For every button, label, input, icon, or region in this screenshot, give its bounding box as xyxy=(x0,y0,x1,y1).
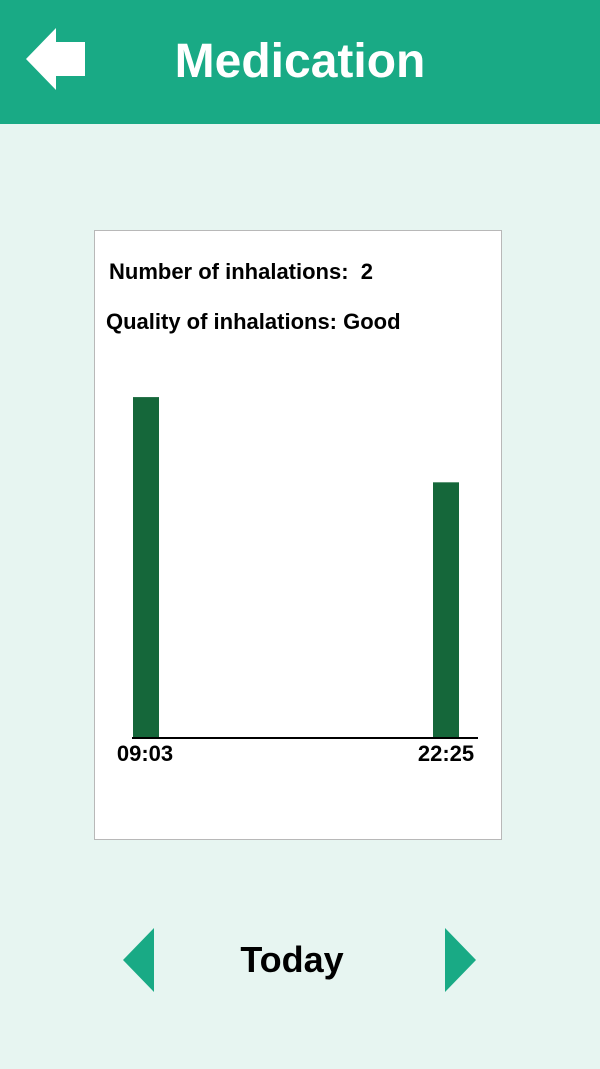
x-tick-label: 09:03 xyxy=(117,741,173,766)
triangle-right-icon[interactable] xyxy=(445,928,477,992)
arrow-left-icon[interactable] xyxy=(26,28,86,90)
inhalation-count: Number of inhalations: 2 xyxy=(109,259,374,284)
x-tick-label: 22:25 xyxy=(418,741,474,766)
page-title: Medication xyxy=(174,35,426,88)
day-label: Today xyxy=(240,939,344,980)
app-header: Medication xyxy=(0,0,600,124)
inhalation-quality: Quality of inhalations: Good xyxy=(106,309,401,334)
inhalation-card: Number of inhalations: 2 Quality of inha… xyxy=(94,230,502,840)
inhalation-chart: 09:03 22:25 xyxy=(117,397,478,766)
chart-bar xyxy=(433,482,459,738)
triangle-left-icon[interactable] xyxy=(123,928,155,992)
chart-bar xyxy=(133,397,159,738)
